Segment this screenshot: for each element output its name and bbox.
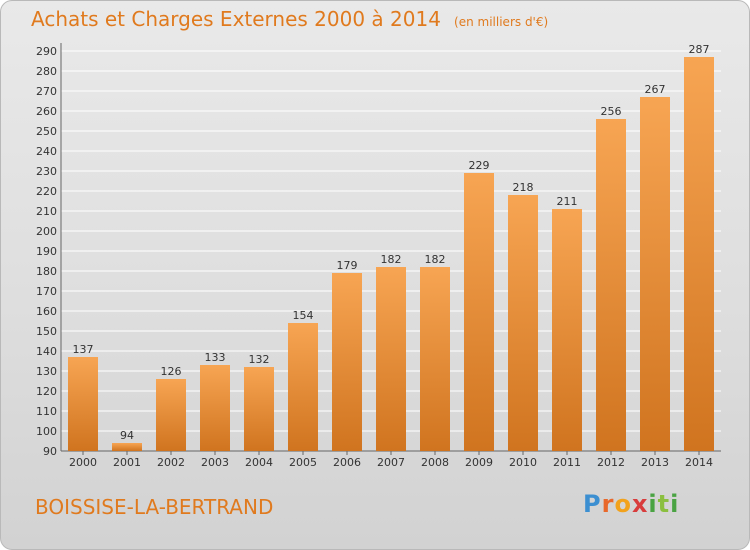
bar-2004 bbox=[244, 367, 274, 451]
y-tick-label: 280 bbox=[36, 65, 57, 78]
chart-unit: (en milliers d'€) bbox=[454, 15, 549, 29]
x-tick-label-2007: 2007 bbox=[377, 456, 405, 469]
x-tick-label-2014: 2014 bbox=[685, 456, 713, 469]
x-tick-label-2000: 2000 bbox=[69, 456, 97, 469]
value-label-2012: 256 bbox=[601, 105, 622, 118]
chart-title: Achats et Charges Externes 2000 à 2014 bbox=[31, 7, 441, 31]
y-tick-label: 140 bbox=[36, 345, 57, 358]
y-tick-label: 110 bbox=[36, 405, 57, 418]
bar-2003 bbox=[200, 365, 230, 451]
x-tick-label-2002: 2002 bbox=[157, 456, 185, 469]
y-tick-label: 130 bbox=[36, 365, 57, 378]
x-tick-label-2011: 2011 bbox=[553, 456, 581, 469]
bar-2011 bbox=[552, 209, 582, 451]
y-tick-label: 230 bbox=[36, 165, 57, 178]
value-label-2005: 154 bbox=[293, 309, 314, 322]
bar-layer bbox=[68, 57, 714, 451]
value-label-2010: 218 bbox=[513, 181, 534, 194]
label-layer: 137 94 126 133 132 154 179 182 182 229 218 211 256 26… bbox=[73, 43, 710, 442]
y-tick-label: 270 bbox=[36, 85, 57, 98]
y-tick-label: 100 bbox=[36, 425, 57, 438]
y-tick-label: 250 bbox=[36, 125, 57, 138]
x-tick-label-2006: 2006 bbox=[333, 456, 361, 469]
proxiti-logo: Proxiti bbox=[583, 490, 680, 518]
bar-2010 bbox=[508, 195, 538, 451]
value-label-2011: 211 bbox=[557, 195, 578, 208]
x-tick-label-2008: 2008 bbox=[421, 456, 449, 469]
value-label-2003: 133 bbox=[205, 351, 226, 364]
y-tick-label: 160 bbox=[36, 305, 57, 318]
y-tick-label: 210 bbox=[36, 205, 57, 218]
bar-2012 bbox=[596, 119, 626, 451]
y-tick-label: 290 bbox=[36, 45, 57, 58]
y-tick-label: 150 bbox=[36, 325, 57, 338]
y-tick-label: 200 bbox=[36, 225, 57, 238]
value-label-2008: 182 bbox=[425, 253, 446, 266]
bar-2008 bbox=[420, 267, 450, 451]
y-tick-label: 90 bbox=[43, 445, 57, 458]
y-tick-label: 170 bbox=[36, 285, 57, 298]
value-label-2006: 179 bbox=[337, 259, 358, 272]
bar-2001 bbox=[112, 443, 142, 451]
x-tick-label-2001: 2001 bbox=[113, 456, 141, 469]
bar-2000 bbox=[68, 357, 98, 451]
value-label-2009: 229 bbox=[469, 159, 490, 172]
commune-name: BOISSISE-LA-BERTRAND bbox=[35, 495, 274, 519]
y-tick-label: 240 bbox=[36, 145, 57, 158]
y-tick-label: 220 bbox=[36, 185, 57, 198]
bar-2014 bbox=[684, 57, 714, 451]
y-tick-label: 190 bbox=[36, 245, 57, 258]
x-tick-label-2004: 2004 bbox=[245, 456, 273, 469]
x-tick-label-2013: 2013 bbox=[641, 456, 669, 469]
x-tick-label-2012: 2012 bbox=[597, 456, 625, 469]
y-tick-label: 180 bbox=[36, 265, 57, 278]
title-row: Achats et Charges Externes 2000 à 2014 (… bbox=[31, 7, 548, 31]
x-tick-label-2009: 2009 bbox=[465, 456, 493, 469]
bar-2009 bbox=[464, 173, 494, 451]
bar-2006 bbox=[332, 273, 362, 451]
y-tick-label: 260 bbox=[36, 105, 57, 118]
value-label-2000: 137 bbox=[73, 343, 94, 356]
bar-2007 bbox=[376, 267, 406, 451]
y-tick-label: 120 bbox=[36, 385, 57, 398]
bar-2002 bbox=[156, 379, 186, 451]
value-label-2014: 287 bbox=[689, 43, 710, 56]
x-tick-label-2003: 2003 bbox=[201, 456, 229, 469]
bar-2005 bbox=[288, 323, 318, 451]
value-label-2004: 132 bbox=[249, 353, 270, 366]
x-tick-label-2010: 2010 bbox=[509, 456, 537, 469]
axis-layer: 90 100 110 120 130 140 150 160 170 180 190 200 210 22… bbox=[36, 43, 721, 469]
value-label-2002: 126 bbox=[161, 365, 182, 378]
value-label-2001: 94 bbox=[120, 429, 134, 442]
bar-2013 bbox=[640, 97, 670, 451]
value-label-2013: 267 bbox=[645, 83, 666, 96]
x-tick-label-2005: 2005 bbox=[289, 456, 317, 469]
value-label-2007: 182 bbox=[381, 253, 402, 266]
